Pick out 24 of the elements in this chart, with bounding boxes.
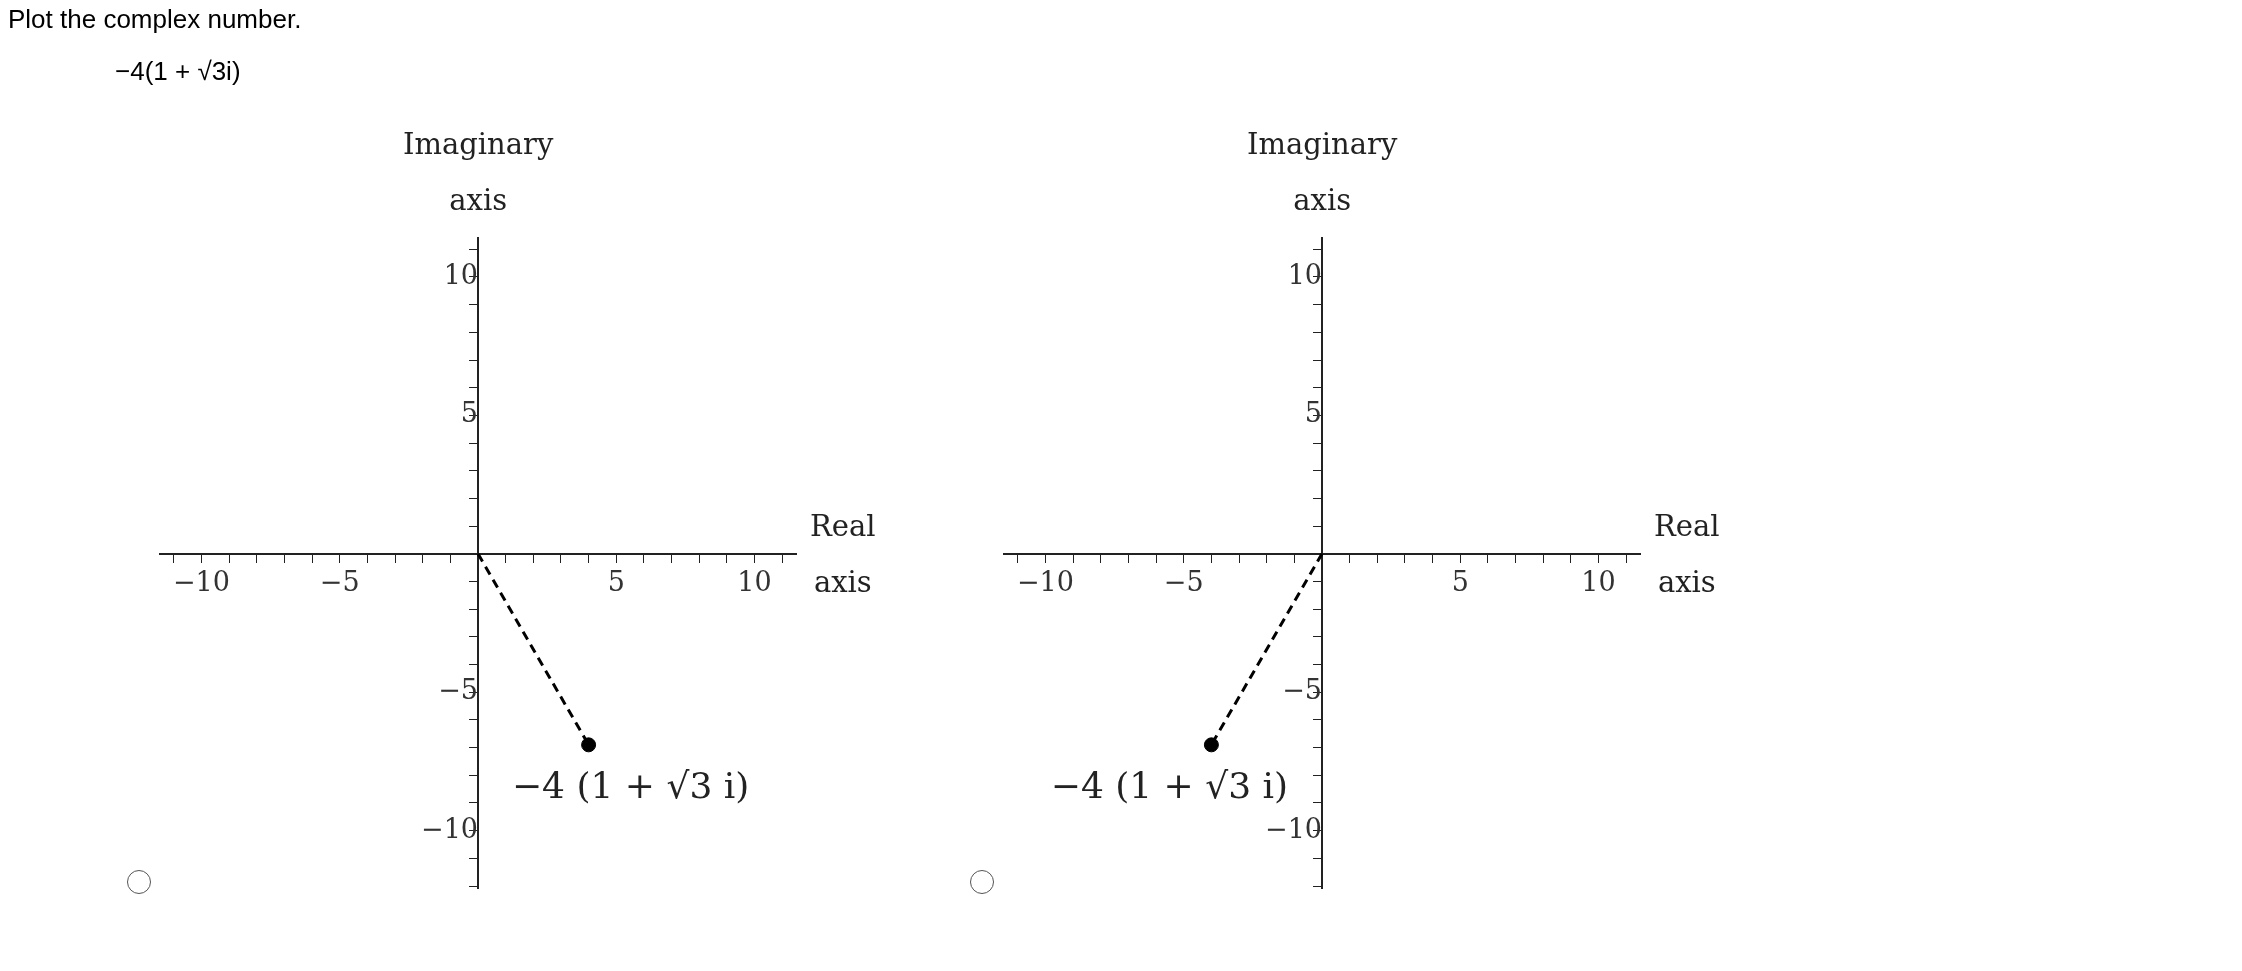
x-tick-label: −5 — [319, 566, 360, 598]
x-tick-label: −10 — [1016, 566, 1074, 598]
y-tick-label: 10 — [443, 258, 478, 290]
annotation: −4 (1 + √3 i) — [511, 765, 750, 807]
y-tick-label: −5 — [438, 674, 478, 706]
x-axis-title: Real axis — [1654, 507, 1720, 601]
x-tick-label: 10 — [737, 566, 772, 598]
x-tick-label: −10 — [172, 566, 230, 598]
y-tick-label: 5 — [1304, 397, 1322, 429]
y-tick-label: −10 — [421, 812, 478, 844]
x-axis-title: Real axis — [810, 507, 876, 601]
y-tick-label: 5 — [460, 397, 478, 429]
y-tick-label: −5 — [1282, 674, 1322, 706]
x-tick-label: 5 — [1451, 566, 1469, 598]
x-tick-label: 10 — [1581, 566, 1616, 598]
chart-subtitle: −4(1 + √3i) — [115, 56, 241, 87]
y-tick-label: 10 — [1287, 258, 1322, 290]
y-axis-title: Imaginary axis — [403, 126, 554, 220]
x-tick-label: −5 — [1163, 566, 1204, 598]
annotation: −4 (1 + √3 i) — [1050, 765, 1289, 807]
y-axis-title: Imaginary axis — [1247, 126, 1398, 220]
x-tick-label: 5 — [607, 566, 625, 598]
chart-title: Plot the complex number. — [8, 4, 302, 35]
y-tick-label: −10 — [1265, 812, 1322, 844]
